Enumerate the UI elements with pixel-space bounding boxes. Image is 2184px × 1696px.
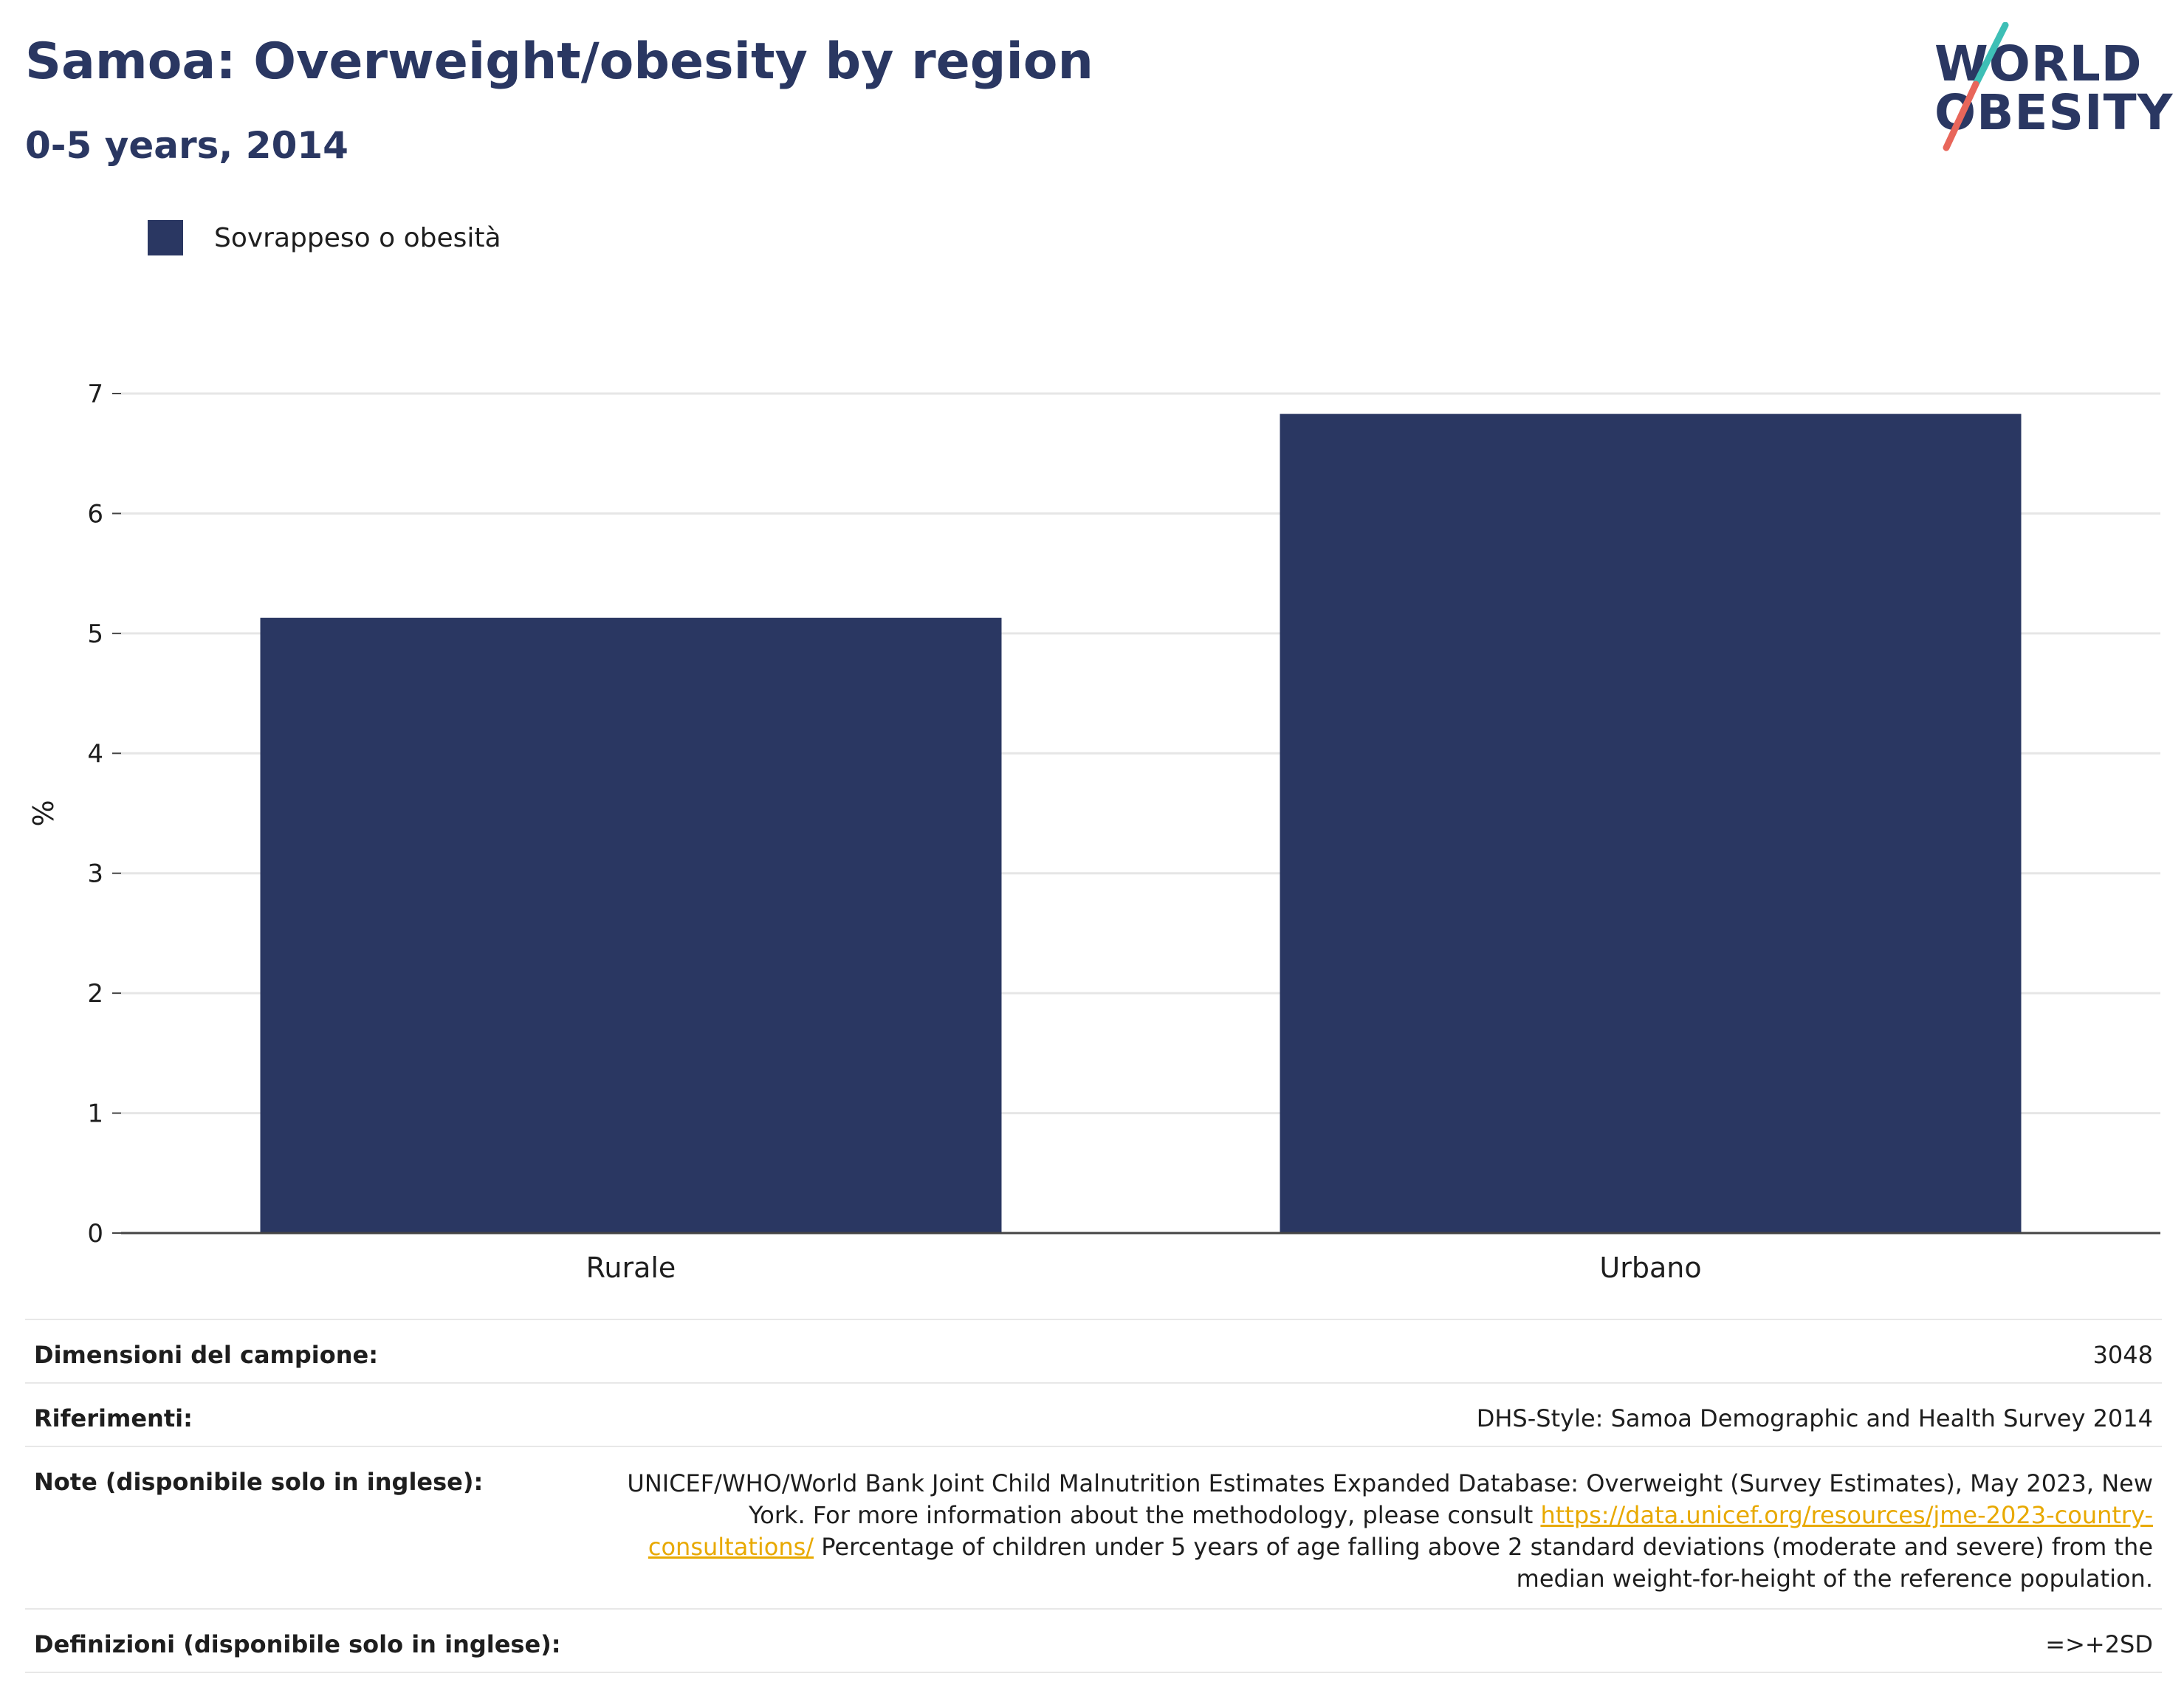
footer-row-sample-size: Dimensioni del campione: 3048 — [25, 1319, 2162, 1382]
footer-row-definitions: Definizioni (disponibile solo in inglese… — [25, 1608, 2162, 1673]
x-tick-label: Rurale — [586, 1252, 676, 1284]
world-obesity-logo: WORLD OBESITY — [1920, 22, 2174, 155]
y-tick-label: 6 — [87, 499, 103, 529]
logo-line-2: OBESITY — [1934, 84, 2174, 141]
y-tick-label: 0 — [87, 1219, 103, 1249]
y-tick-label: 1 — [87, 1099, 103, 1129]
logo-line-1: WORLD — [1934, 35, 2143, 92]
references-label: Riferimenti: — [34, 1404, 193, 1432]
legend: Sovrappeso o obesità — [148, 220, 501, 255]
bar-rurale — [260, 617, 1002, 1233]
legend-label: Sovrappeso o obesità — [214, 222, 501, 253]
logo-slash-icon — [1943, 22, 2009, 151]
chart-subtitle: 0-5 years, 2014 — [25, 124, 348, 167]
sample-size-label: Dimensioni del campione: — [34, 1341, 379, 1369]
x-tick-label: Urbano — [1599, 1252, 1701, 1284]
y-tick-label: 5 — [87, 619, 103, 649]
notes-text-pre: UNICEF/WHO/World Bank Joint Child Malnut… — [627, 1469, 2153, 1529]
footer-row-notes: Note (disponibile solo in inglese): UNIC… — [25, 1446, 2162, 1608]
y-axis-label: % — [27, 800, 60, 826]
notes-label: Note (disponibile solo in inglese): — [34, 1468, 484, 1496]
bar-chart: 0 1 2 3 4 5 6 7% Rurale Urbano — [27, 380, 2160, 1284]
footer-row-references: Riferimenti: DHS-Style: Samoa Demographi… — [25, 1382, 2162, 1446]
y-tick-label: 7 — [87, 380, 103, 409]
y-tick-label: 4 — [87, 739, 103, 769]
notes-value: UNICEF/WHO/World Bank Joint Child Malnut… — [617, 1468, 2153, 1595]
y-tick-label: 2 — [87, 979, 103, 1009]
legend-swatch — [148, 220, 183, 255]
chart-title: Samoa: Overweight/obesity by region — [25, 32, 1093, 91]
definitions-label: Definizioni (disponibile solo in inglese… — [34, 1630, 561, 1658]
definitions-value: =>+2SD — [2045, 1630, 2153, 1658]
references-value: DHS-Style: Samoa Demographic and Health … — [1476, 1404, 2153, 1432]
y-tick-label: 3 — [87, 859, 103, 889]
notes-link[interactable]: https://data.unicef.org/resources/jme-20… — [648, 1501, 2153, 1561]
notes-text-post: Percentage of children under 5 years of … — [814, 1533, 2153, 1593]
bar-urbano — [1280, 413, 2022, 1234]
sample-size-value: 3048 — [2092, 1341, 2153, 1369]
chart-footer: Dimensioni del campione: 3048 Riferiment… — [25, 1319, 2162, 1673]
